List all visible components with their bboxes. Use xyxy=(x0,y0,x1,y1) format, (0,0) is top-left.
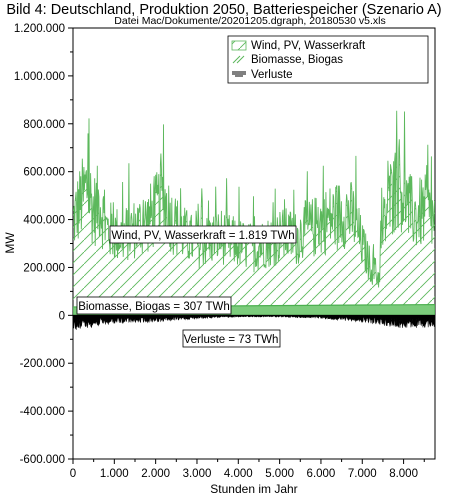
annotation-biomasse: Biomasse, Biogas = 307 TWh xyxy=(76,296,232,315)
x-tick-label: 2.000 xyxy=(141,468,170,480)
svg-text:Biomasse, Biogas = 307 TWh: Biomasse, Biogas = 307 TWh xyxy=(78,301,230,313)
legend: Wind, PV, Wasserkraft Biomasse, Biogas V… xyxy=(227,35,429,84)
legend-label-wind: Wind, PV, Wasserkraft xyxy=(251,40,366,52)
y-tick-label: 400.000 xyxy=(23,215,65,227)
x-tick-label: 0 xyxy=(70,468,76,480)
y-tick-label: 600.000 xyxy=(23,167,65,179)
x-tick-label: 8.000 xyxy=(389,468,418,480)
legend-label-biomasse: Biomasse, Biogas xyxy=(251,54,343,66)
y-tick-label: 0 xyxy=(59,310,65,322)
legend-box xyxy=(227,35,429,84)
annotation-verluste: Verluste = 73 TWh xyxy=(182,329,281,348)
svg-text:Verluste = 73 TWh: Verluste = 73 TWh xyxy=(184,334,279,346)
legend-swatch-verluste xyxy=(232,71,246,77)
x-tick-label: 6.000 xyxy=(307,468,336,480)
legend-swatch-biomasse xyxy=(232,55,245,64)
annotation-wind: Wind, PV, Wasserkraft = 1.819 TWh xyxy=(109,225,297,244)
y-tick-label: 1.000.000 xyxy=(14,71,65,83)
series-verluste-area xyxy=(73,314,435,330)
x-tick-label: 7.000 xyxy=(348,468,377,480)
y-tick-label: -200.000 xyxy=(20,358,65,370)
y-tick-label: -600.000 xyxy=(20,454,65,466)
chart-subtitle: Datei Mac/Dokumente/20201205.dgraph, 201… xyxy=(114,15,385,27)
x-axis: 0 1.000 2.000 3.000 4.000 5.000 6.000 7.000 8.00… xyxy=(70,459,425,480)
svg-text:Wind, PV, Wasserkraft = 1.819: Wind, PV, Wasserkraft = 1.819 TWh xyxy=(111,230,294,242)
chart-title: Bild 4: Deutschland, Produktion 2050, Ba… xyxy=(6,2,441,18)
x-tick-label: 5.000 xyxy=(265,468,294,480)
y-tick-label: 200.000 xyxy=(23,262,65,274)
x-tick-label: 4.000 xyxy=(224,468,253,480)
legend-swatch-wind xyxy=(231,40,247,51)
x-axis-label: Stunden im Jahr xyxy=(210,482,297,496)
y-tick-label: 800.000 xyxy=(23,119,65,131)
y-tick-label: 1.200.000 xyxy=(14,23,65,35)
x-tick-label: 3.000 xyxy=(183,468,212,480)
legend-label-verluste: Verluste xyxy=(251,69,293,81)
series-wind-pv-line xyxy=(73,110,435,288)
y-axis: 1.200.000 1.000.000 800.000 600.000 400.000 2… xyxy=(14,23,73,466)
y-axis-label: MW xyxy=(3,232,17,254)
y-tick-label: -400.000 xyxy=(20,406,65,418)
x-tick-label: 1.000 xyxy=(100,468,129,480)
